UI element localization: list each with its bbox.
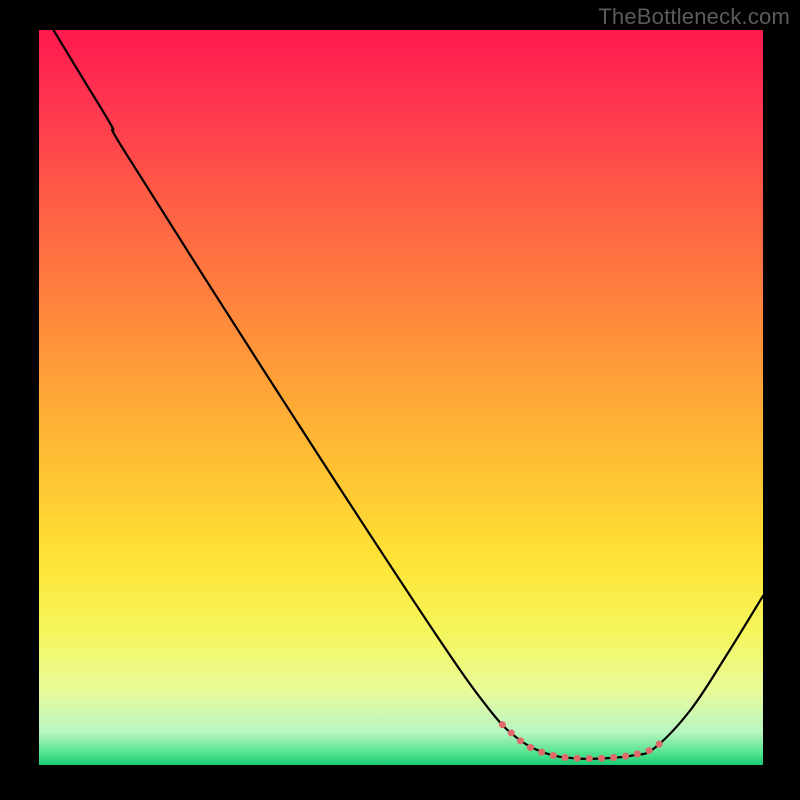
- gradient-background: [39, 30, 763, 765]
- chart-frame: TheBottleneck.com: [0, 0, 800, 800]
- watermark-text: TheBottleneck.com: [598, 4, 790, 30]
- plot-area: [39, 30, 763, 765]
